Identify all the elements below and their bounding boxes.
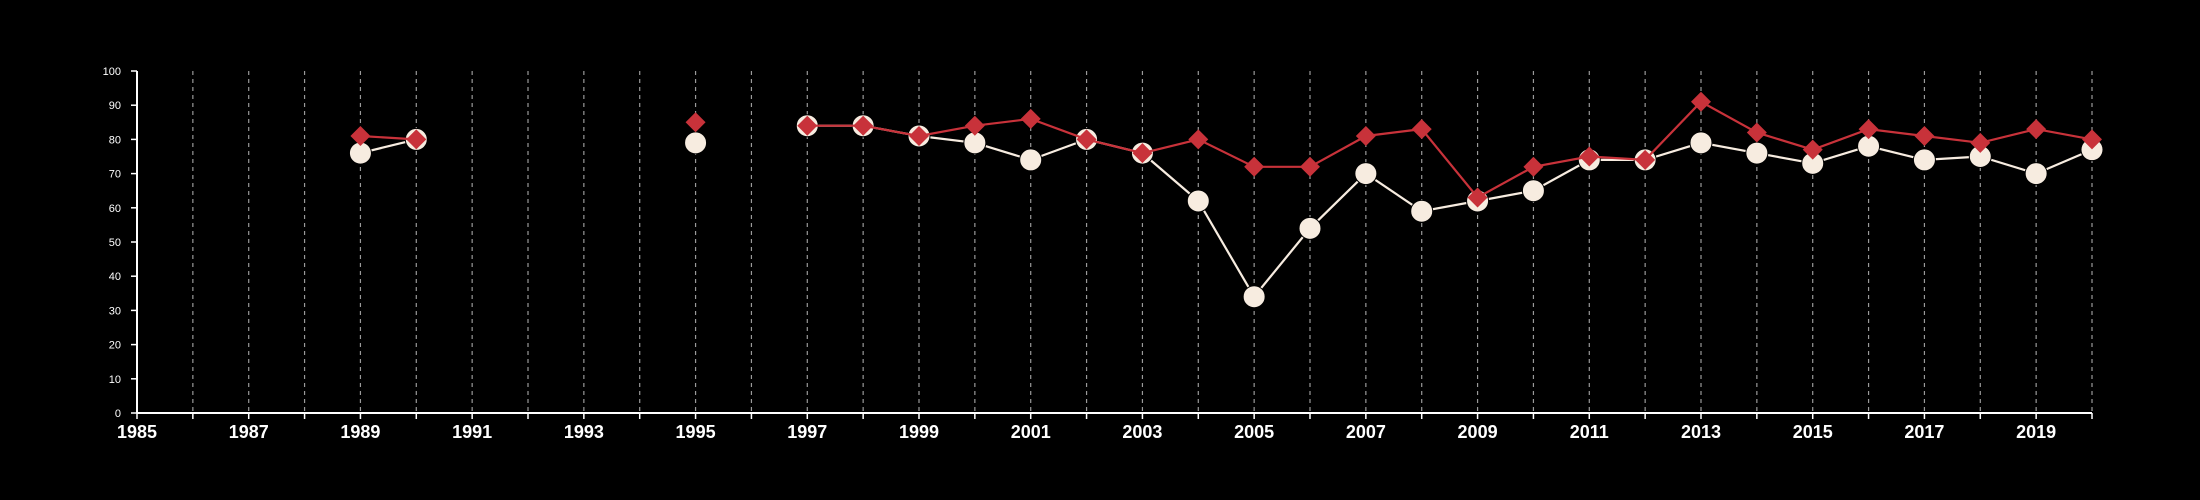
data-point-diamond: [2026, 119, 2047, 140]
data-point-diamond: [685, 112, 706, 133]
x-tick-label: 1991: [452, 422, 492, 442]
y-tick-label: 10: [109, 374, 121, 386]
x-tick-label: 2009: [1458, 422, 1498, 442]
data-point-diamond: [406, 129, 427, 150]
data-point-circle: [1298, 216, 1322, 240]
data-point-diamond: [1579, 146, 1600, 167]
data-point-circle: [1354, 162, 1378, 186]
data-point-diamond: [1858, 119, 1879, 140]
x-tick-label: 2011: [1570, 422, 1609, 442]
y-tick-label: 40: [109, 271, 121, 283]
x-tick-label: 2001: [1011, 422, 1051, 442]
data-point-circle: [1242, 285, 1266, 309]
data-point-diamond: [1076, 129, 1097, 150]
x-tick-label: 1999: [899, 422, 939, 442]
y-tick-label: 0: [115, 408, 121, 420]
series-line: [807, 124, 2093, 299]
data-point-diamond: [1244, 156, 1265, 177]
y-tick-label: 90: [109, 100, 121, 112]
data-point-diamond: [797, 115, 818, 136]
data-point-diamond: [1635, 149, 1656, 170]
axes-layer: 1985 1987 1989 1991 1993 1995 1997 1999 2001 2003…: [103, 66, 2093, 442]
y-tick-label: 50: [109, 237, 121, 249]
data-point-circle: [1689, 131, 1713, 155]
data-point-diamond: [1132, 143, 1153, 164]
data-point-diamond: [1746, 122, 1767, 143]
y-tick-label: 70: [109, 169, 121, 181]
x-tick-label: 1987: [229, 422, 269, 442]
data-point-diamond: [1188, 129, 1209, 150]
data-point-diamond: [350, 125, 371, 146]
data-point-diamond: [853, 115, 874, 136]
data-point-diamond: [1691, 91, 1711, 112]
data-point-circle: [2024, 162, 2048, 186]
x-tick-label: 2013: [1681, 422, 1721, 442]
x-tick-label: 1993: [564, 422, 604, 442]
data-point-circle: [684, 131, 708, 155]
x-tick-label: 1997: [787, 422, 827, 442]
x-tick-label: 1985: [117, 422, 157, 442]
data-point-circle: [1912, 148, 1936, 172]
data-point-diamond: [1411, 119, 1432, 140]
x-tick-label: 1989: [340, 422, 380, 442]
data-point-diamond: [1523, 156, 1544, 177]
x-tick-label: 2003: [1122, 422, 1162, 442]
y-tick-label: 100: [103, 66, 121, 78]
series-layer: [348, 91, 2104, 309]
data-point-diamond: [964, 115, 985, 136]
x-tick-label: 2017: [1904, 422, 1944, 442]
y-tick-label: 60: [109, 203, 121, 215]
data-point-diamond: [1467, 187, 1488, 208]
series-diamond: [350, 91, 2102, 208]
data-point-circle: [1019, 148, 1043, 172]
y-tick-label: 20: [109, 340, 121, 352]
data-point-circle: [1521, 179, 1545, 203]
x-tick-label: 2007: [1346, 422, 1386, 442]
data-point-diamond: [2082, 129, 2102, 150]
x-tick-label: 2015: [1793, 422, 1833, 442]
x-tick-label: 1995: [676, 422, 716, 442]
data-point-diamond: [1970, 132, 1991, 153]
grid-layer: [192, 71, 2093, 413]
data-point-circle: [1410, 199, 1434, 223]
y-tick-label: 80: [109, 134, 121, 146]
x-tick-label: 2019: [2016, 422, 2056, 442]
data-point-diamond: [909, 125, 929, 146]
data-point-diamond: [1355, 125, 1376, 146]
data-point-diamond: [1802, 139, 1823, 160]
data-point-circle: [1745, 141, 1769, 165]
y-tick-label: 30: [109, 305, 121, 317]
series-circle: [348, 114, 2104, 309]
data-point-circle: [1186, 189, 1210, 213]
data-point-diamond: [1020, 108, 1041, 129]
x-tick-label: 2005: [1234, 422, 1274, 442]
data-point-diamond: [1914, 125, 1935, 146]
data-point-diamond: [1300, 156, 1320, 177]
series-line: [807, 100, 2093, 199]
